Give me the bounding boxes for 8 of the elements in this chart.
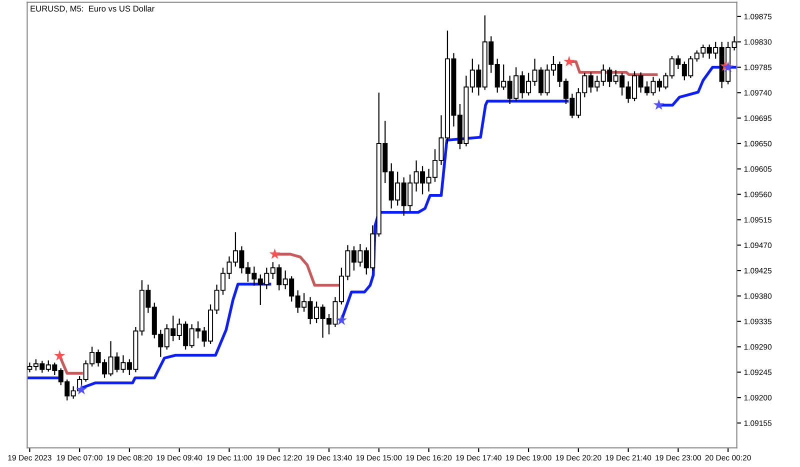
point bbox=[269, 248, 280, 259]
point bbox=[653, 99, 664, 110]
chart-title: EURUSD, M5: Euro vs US Dollar bbox=[30, 5, 154, 13]
point bbox=[336, 314, 347, 325]
point bbox=[76, 384, 87, 394]
point bbox=[722, 61, 734, 72]
point bbox=[564, 56, 575, 66]
point bbox=[54, 350, 66, 361]
